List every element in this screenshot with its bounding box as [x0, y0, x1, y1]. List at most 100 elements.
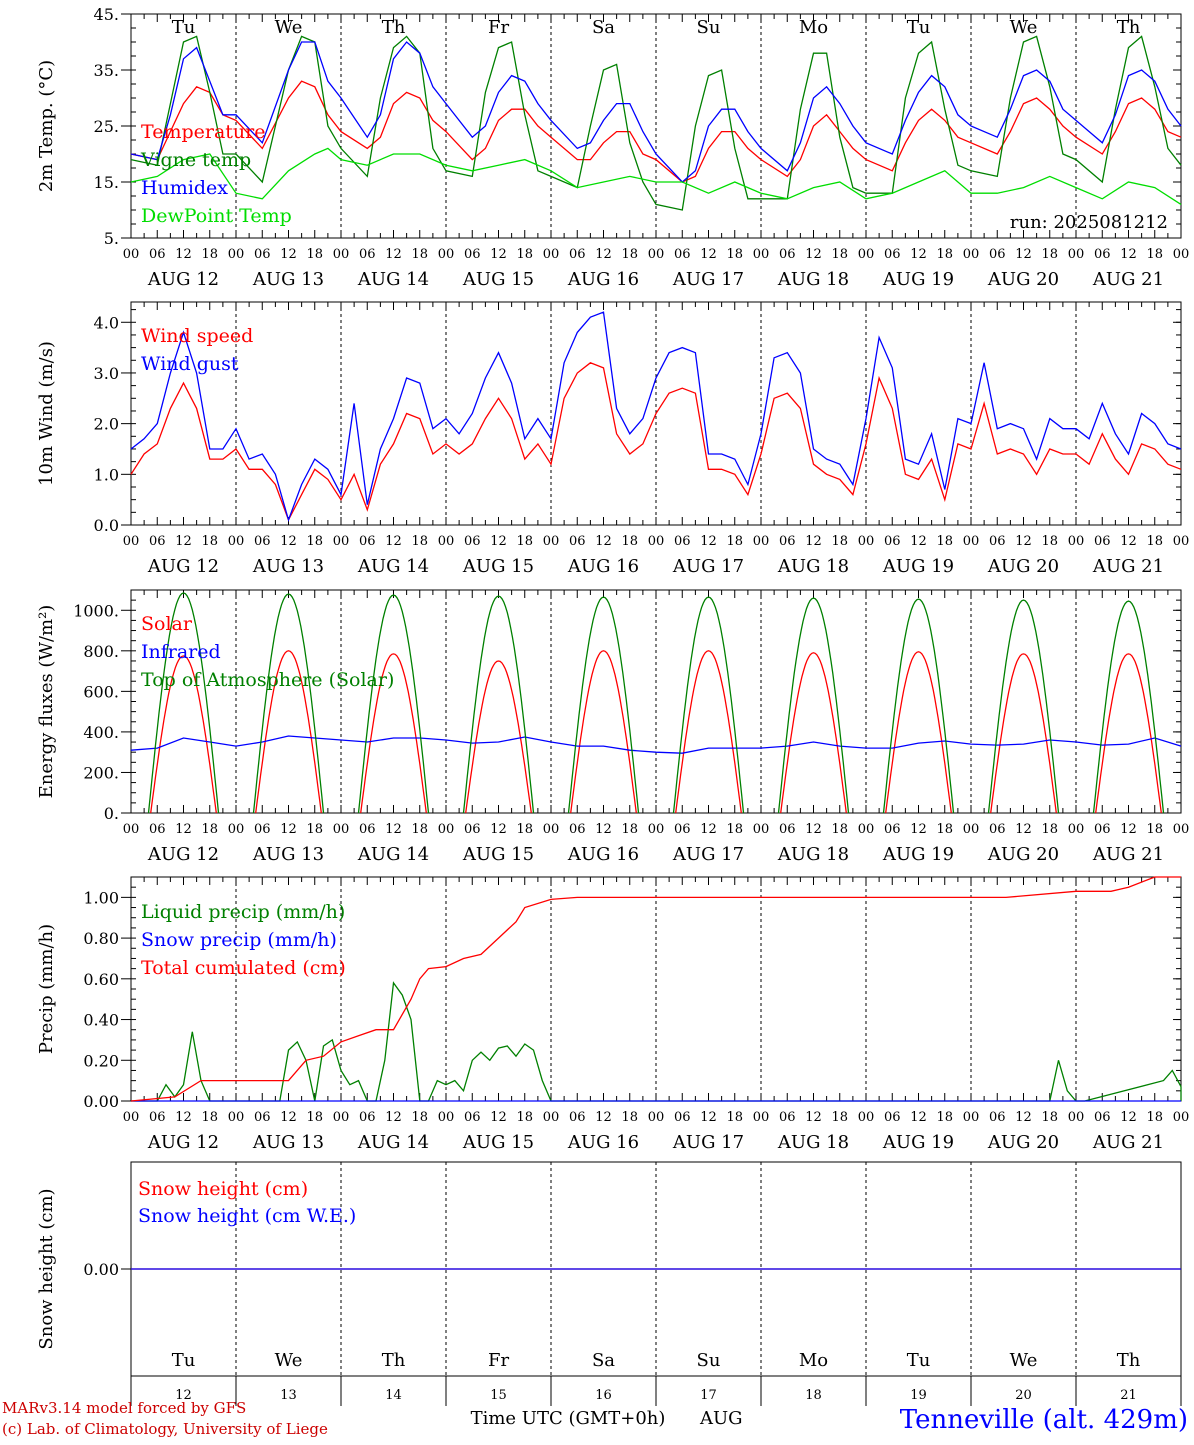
hour-tick-label: 18	[1146, 534, 1163, 549]
station-title: Tenneville (alt. 429m)	[900, 1405, 1188, 1435]
date-label: AUG 17	[672, 844, 744, 865]
date-label: AUG 12	[147, 269, 219, 290]
hour-tick-label: 06	[779, 534, 796, 549]
hour-tick-label: 12	[490, 247, 507, 262]
hour-tick-label: 00	[963, 822, 980, 837]
hour-tick-label: 06	[254, 1110, 271, 1125]
hour-tick-label: 18	[621, 534, 638, 549]
date-label: AUG 20	[987, 844, 1059, 865]
date-label: AUG 17	[672, 1132, 744, 1153]
hour-tick-label: 18	[411, 822, 428, 837]
y-tick-label: 1.00	[83, 888, 119, 907]
hour-tick-label: 00	[858, 247, 875, 262]
hour-tick-label: 12	[595, 1110, 612, 1125]
hour-tick-label: 18	[936, 1110, 953, 1125]
day-number-label: 21	[1120, 1388, 1137, 1403]
y-axis-label: Snow height (cm)	[36, 1188, 57, 1349]
legend-entry: Temperature	[141, 121, 265, 143]
hour-tick-label: 18	[936, 534, 953, 549]
date-label: AUG 19	[882, 1132, 954, 1153]
hour-tick-label: 12	[805, 1110, 822, 1125]
hour-tick-label: 18	[516, 1110, 533, 1125]
hour-tick-label: 00	[438, 1110, 455, 1125]
hour-tick-label: 00	[228, 247, 245, 262]
hour-tick-label: 12	[1120, 1110, 1137, 1125]
hour-tick-label: 06	[674, 822, 691, 837]
hour-tick-label: 00	[1173, 1110, 1190, 1125]
date-label: AUG 21	[1092, 269, 1164, 290]
date-label: AUG 13	[252, 844, 324, 865]
hour-tick-label: 18	[516, 534, 533, 549]
hour-tick-label: 18	[726, 247, 743, 262]
hour-tick-label: 00	[963, 1110, 980, 1125]
hour-tick-label: 06	[149, 534, 166, 549]
hour-tick-label: 06	[884, 247, 901, 262]
x-axis-label: Time UTC (GMT+0h)	[471, 1408, 666, 1429]
hour-tick-label: 00	[1068, 822, 1085, 837]
hour-tick-label: 00	[858, 1110, 875, 1125]
date-label: AUG 20	[987, 556, 1059, 577]
hour-tick-label: 18	[1041, 247, 1058, 262]
series-line-top-of-atmosphere-solar-	[147, 592, 1165, 814]
y-tick-label: 3.0	[94, 364, 119, 383]
hour-tick-label: 18	[201, 822, 218, 837]
panel-energy: 0. 200. 400. 600. 800. 1000. Energy fluxes (W/…	[36, 589, 1189, 865]
hour-tick-label: 18	[831, 1110, 848, 1125]
weekday-label-top: Su	[697, 17, 721, 38]
hour-tick-label: 12	[490, 822, 507, 837]
y-tick-label: 0.00	[83, 1092, 119, 1111]
hour-tick-label: 00	[228, 534, 245, 549]
hour-tick-label: 00	[858, 534, 875, 549]
hour-tick-label: 12	[700, 822, 717, 837]
hour-tick-label: 06	[1094, 247, 1111, 262]
hour-tick-label: 06	[989, 822, 1006, 837]
weekday-label-top: Mo	[799, 17, 828, 38]
hour-tick-label: 06	[359, 534, 376, 549]
legend-entry: Snow height (cm)	[138, 1178, 308, 1200]
hour-tick-label: 12	[910, 822, 927, 837]
hour-tick-label: 12	[910, 534, 927, 549]
weekday-label-bottom: We	[275, 1350, 303, 1371]
legend-entry: Humidex	[141, 177, 228, 199]
date-label: AUG 20	[987, 1132, 1059, 1153]
hour-tick-label: 00	[648, 534, 665, 549]
day-number-label: 16	[595, 1388, 612, 1403]
hour-tick-label: 06	[1094, 1110, 1111, 1125]
y-tick-label: 0.40	[83, 1011, 119, 1030]
y-tick-label: 1000.	[73, 601, 119, 620]
hour-tick-label: 06	[674, 534, 691, 549]
hour-tick-label: 18	[831, 534, 848, 549]
hour-tick-label: 06	[149, 247, 166, 262]
hour-tick-label: 18	[1146, 822, 1163, 837]
weekday-label-top: Fr	[488, 17, 509, 38]
hour-tick-label: 00	[123, 1110, 140, 1125]
legend-entry: Solar	[141, 613, 193, 635]
hour-tick-label: 12	[595, 534, 612, 549]
y-tick-label: 600.	[83, 682, 119, 701]
hour-tick-label: 00	[648, 247, 665, 262]
y-tick-label: 400.	[83, 723, 119, 742]
weekday-label-bottom: We	[1010, 1350, 1038, 1371]
hour-tick-label: 12	[280, 822, 297, 837]
series-line-temperature	[130, 80, 1182, 183]
hour-tick-label: 18	[306, 534, 323, 549]
hour-tick-label: 00	[333, 822, 350, 837]
legend-entry: Vigne temp	[140, 149, 251, 171]
hour-tick-label: 06	[779, 247, 796, 262]
hour-tick-label: 18	[1146, 247, 1163, 262]
weekday-label-bottom: Th	[1117, 1350, 1141, 1371]
y-tick-label: 4.0	[94, 313, 119, 332]
hour-tick-label: 00	[1068, 247, 1085, 262]
hour-tick-label: 18	[621, 247, 638, 262]
date-label: AUG 18	[777, 269, 849, 290]
date-label: AUG 21	[1092, 1132, 1164, 1153]
hour-tick-label: 18	[1041, 1110, 1058, 1125]
hour-tick-label: 18	[831, 247, 848, 262]
legend-entry: Liquid precip (mm/h)	[141, 901, 345, 923]
series-line-wind-gust	[130, 311, 1182, 522]
y-axis-label: 10m Wind (m/s)	[36, 341, 57, 486]
hour-tick-label: 06	[359, 822, 376, 837]
hour-tick-label: 12	[280, 534, 297, 549]
hour-tick-label: 18	[936, 247, 953, 262]
panel-precip: 0.00 0.20 0.40 0.60 0.80 1.00 Precip (mm/h) Liq…	[36, 876, 1190, 1153]
